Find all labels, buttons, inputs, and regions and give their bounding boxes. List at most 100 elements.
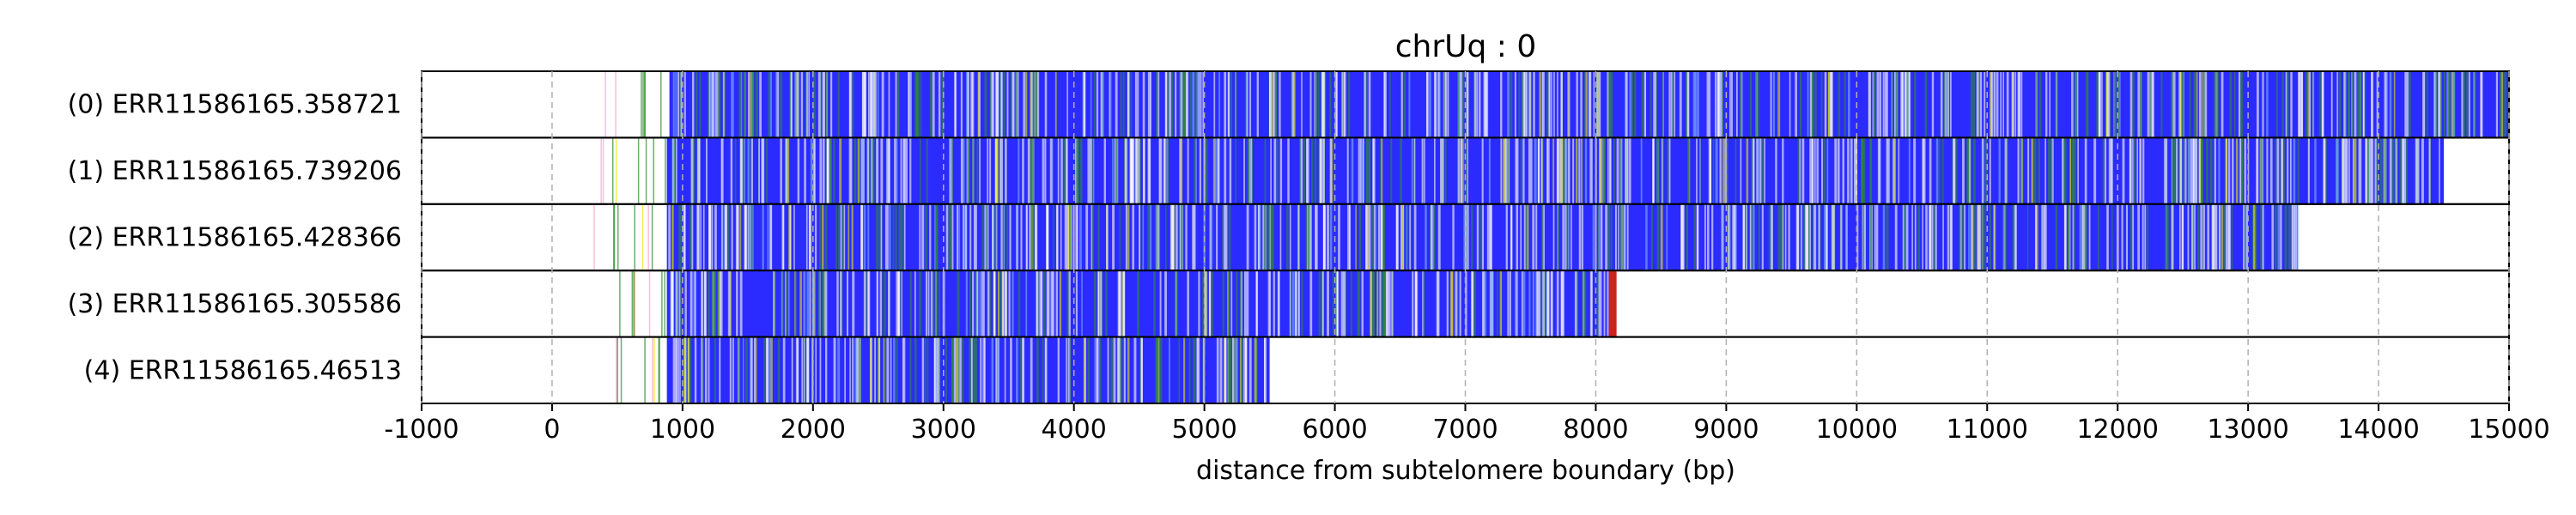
variation-mark [1030, 336, 1033, 403]
variation-mark [1911, 203, 1913, 271]
variation-mark [2307, 71, 2311, 138]
variation-mark [1447, 71, 1449, 138]
variation-mark [735, 203, 738, 271]
variation-mark [1343, 270, 1346, 337]
variation-mark [1105, 270, 1108, 337]
variation-mark [2343, 137, 2346, 204]
variation-mark [2096, 71, 2099, 138]
variation-mark [819, 203, 822, 271]
variation-mark [874, 336, 876, 403]
variation-mark [1053, 203, 1054, 271]
variation-mark [1227, 270, 1230, 337]
variation-mark [2254, 203, 2257, 271]
variation-mark [1329, 71, 1332, 138]
variation-mark [1629, 71, 1632, 138]
variation-mark [1387, 270, 1389, 337]
read-label: (0) ERR11586165.358721 [68, 90, 402, 120]
variation-mark [839, 137, 842, 204]
sparse-mark [616, 336, 617, 403]
variation-mark [976, 270, 979, 337]
variation-mark [1195, 137, 1197, 204]
variation-mark [1902, 203, 1905, 271]
variation-mark [1486, 203, 1490, 271]
variation-mark [1167, 71, 1170, 138]
variation-mark [1046, 203, 1048, 271]
variation-mark [957, 270, 960, 337]
variation-mark [1267, 270, 1270, 337]
variation-mark [2176, 137, 2179, 204]
variation-mark [1533, 71, 1535, 138]
variation-mark [2394, 137, 2397, 204]
variation-mark [1278, 270, 1280, 337]
variation-mark [1358, 137, 1360, 204]
variation-mark [1467, 203, 1469, 271]
variation-mark [1214, 137, 1217, 204]
variation-mark [1096, 71, 1099, 138]
variation-mark [672, 336, 675, 403]
variation-mark [2463, 71, 2465, 138]
variation-mark [705, 137, 708, 204]
variation-mark [1230, 71, 1233, 138]
sparse-mark [661, 270, 663, 337]
variation-mark [1564, 137, 1567, 204]
variation-mark [1159, 270, 1162, 337]
variation-mark [1877, 137, 1880, 204]
variation-mark [2114, 71, 2117, 138]
variation-mark [960, 137, 963, 204]
variation-mark [2321, 71, 2324, 138]
variation-mark [1264, 336, 1267, 403]
variation-mark [1526, 203, 1529, 271]
variation-mark [2139, 71, 2142, 138]
variation-mark [970, 71, 973, 138]
variation-mark [858, 137, 860, 204]
variation-mark [1055, 270, 1058, 337]
variation-mark [1967, 137, 1970, 204]
variation-mark [2041, 203, 2043, 271]
variation-mark [2274, 203, 2277, 271]
variation-mark [1165, 71, 1168, 138]
variation-mark [769, 336, 771, 403]
variation-mark [2416, 137, 2420, 204]
variation-mark [2461, 71, 2464, 138]
variation-mark [1358, 270, 1361, 337]
variation-mark [921, 336, 925, 403]
variation-mark [1993, 203, 1996, 271]
variation-mark [1054, 71, 1057, 138]
variation-mark [2002, 71, 2004, 138]
variation-mark [1522, 137, 1525, 204]
variation-mark [2239, 137, 2242, 204]
variation-mark [1112, 137, 1114, 204]
variation-mark [1199, 137, 1202, 204]
sparse-mark [644, 336, 646, 403]
variation-mark [2288, 203, 2291, 271]
variation-mark [1096, 336, 1098, 403]
variation-mark [1618, 203, 1619, 271]
variation-mark [2364, 71, 2366, 138]
variation-mark [2297, 137, 2300, 204]
variation-mark [2050, 137, 2053, 204]
variation-mark [1126, 137, 1128, 204]
tick-label: -1000 [384, 415, 459, 445]
variation-mark [846, 270, 849, 337]
variation-mark [1891, 71, 1893, 138]
variation-mark [2262, 203, 2264, 271]
variation-mark [1882, 71, 1885, 138]
variation-mark [886, 203, 889, 271]
variation-mark [1351, 137, 1354, 204]
variation-mark [1686, 137, 1690, 204]
variation-mark [1089, 137, 1092, 204]
variation-mark [989, 71, 993, 138]
variation-mark [945, 203, 949, 271]
variation-mark [1443, 71, 1445, 138]
variation-mark [1015, 71, 1018, 138]
variation-mark [1150, 71, 1151, 138]
variation-mark [688, 336, 690, 403]
variation-mark [1955, 137, 1958, 204]
variation-mark [808, 203, 811, 271]
variation-mark [1557, 137, 1559, 204]
variation-mark [1079, 137, 1083, 204]
variation-mark [1179, 203, 1182, 271]
variation-mark [1500, 137, 1503, 204]
variation-mark [704, 336, 708, 403]
variation-mark [1165, 203, 1167, 271]
